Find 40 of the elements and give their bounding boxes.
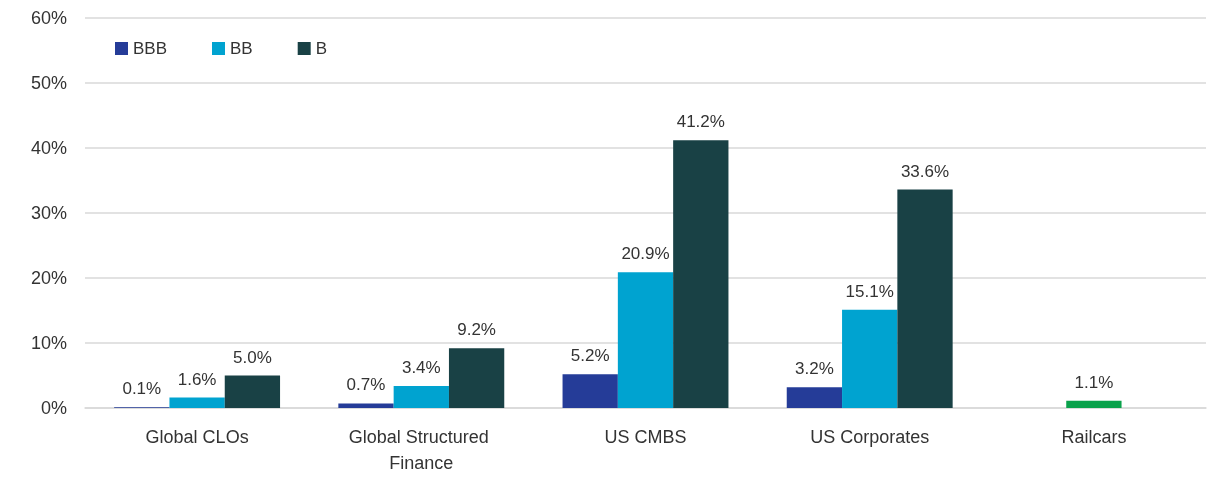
x-tick-label: US CMBS: [604, 427, 687, 447]
data-label: 1.6%: [177, 369, 217, 389]
y-tick-label: 60%: [30, 8, 67, 28]
bar: [786, 387, 843, 408]
x-tick-label: Global Structured Finance: [348, 427, 494, 473]
data-label: 20.9%: [621, 244, 670, 264]
bar: [897, 189, 953, 408]
data-label: 33.6%: [900, 161, 950, 181]
legend-label: BBB: [133, 39, 168, 58]
data-label: 3.4%: [401, 357, 441, 377]
bar: [224, 375, 281, 408]
data-label: 41.2%: [676, 112, 725, 132]
bar: [673, 140, 729, 408]
y-tick-label: 0%: [40, 398, 67, 418]
data-label: 3.2%: [795, 359, 834, 379]
legend-label: BB: [230, 39, 253, 58]
data-label: 5.2%: [570, 346, 610, 366]
data-label: 0.1%: [122, 379, 162, 399]
bar: [338, 403, 394, 408]
bar: [169, 397, 225, 408]
data-label: 1.1%: [1074, 372, 1114, 392]
y-tick-label: 20%: [30, 268, 67, 288]
data-label: 15.1%: [845, 281, 894, 301]
data-label: 5.0%: [233, 347, 272, 367]
x-tick-label: Global CLOs: [145, 427, 249, 447]
y-tick-label: 50%: [30, 73, 67, 93]
bar: [448, 348, 505, 408]
x-tick-label: Railcars: [1061, 427, 1127, 447]
data-label: 0.7%: [346, 375, 386, 395]
y-tick-label: 30%: [30, 203, 67, 223]
bar: [842, 309, 898, 408]
x-tick-label: US Corporates: [810, 427, 930, 447]
bar: [562, 374, 618, 408]
bar: [617, 272, 674, 408]
y-tick-label: 10%: [30, 333, 67, 353]
bar: [393, 385, 449, 408]
bar: [1066, 400, 1122, 408]
legend-label: B: [315, 39, 328, 58]
data-label: 9.2%: [457, 320, 496, 340]
y-tick-label: 40%: [30, 138, 67, 158]
